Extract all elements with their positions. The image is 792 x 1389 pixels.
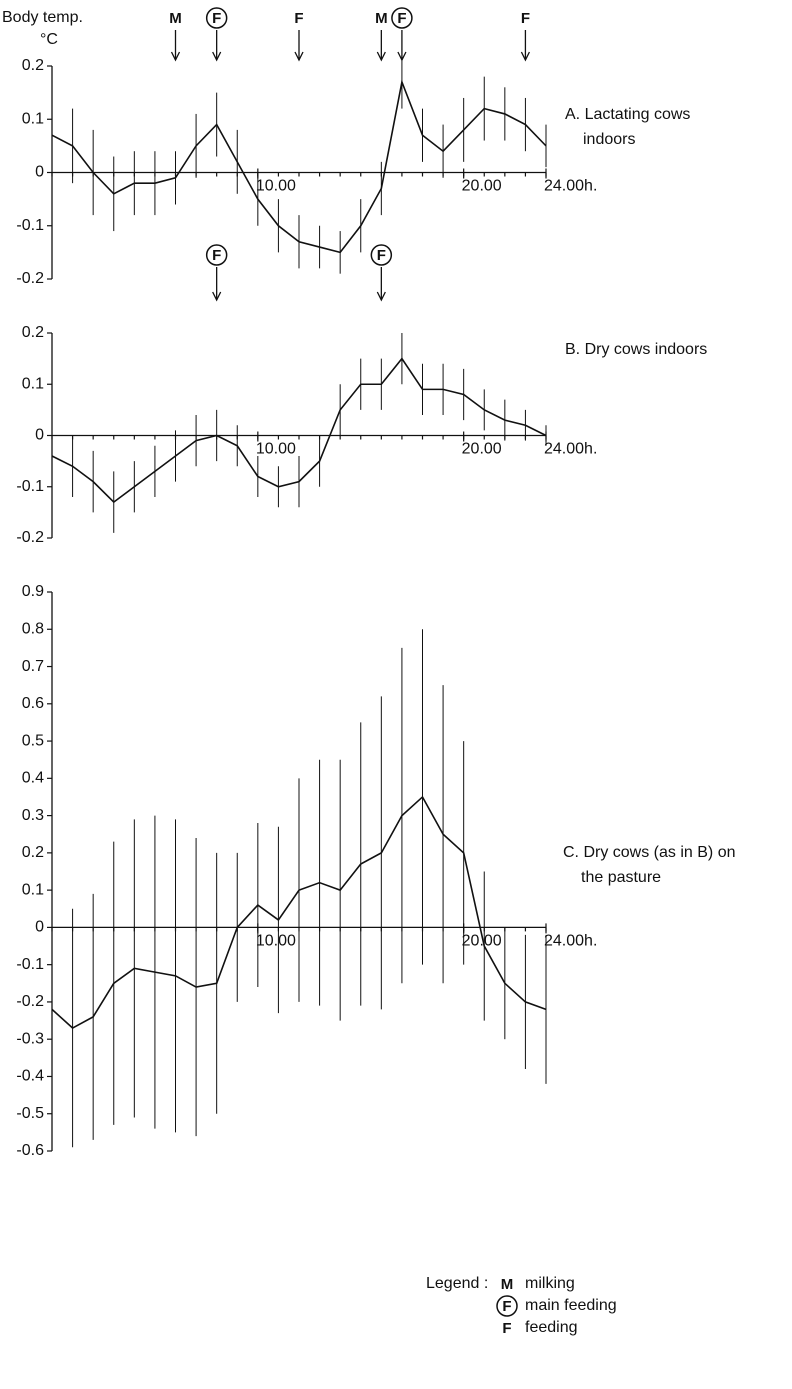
panel-label: A. Lactating cows: [565, 106, 690, 123]
event-arrowhead: [212, 51, 222, 62]
event-circle: [205, 7, 228, 29]
y-tick-label: 0.8: [22, 620, 44, 637]
y-tick-label: -0.2: [16, 270, 44, 287]
event-arrowhead: [376, 51, 386, 62]
y-tick-label: 0.3: [22, 807, 44, 824]
legend-text: feeding: [525, 1319, 578, 1336]
y-tick-label: 0: [35, 919, 44, 936]
x-tick-label: 10.00: [256, 933, 296, 950]
y-tick-label: 0.9: [22, 583, 44, 600]
panel-label: C. Dry cows (as in B) on: [563, 844, 735, 861]
data-line: [51, 357, 547, 504]
y-tick-label: 0.2: [22, 844, 44, 861]
event-circle: [496, 1295, 518, 1317]
event-symbol: M: [501, 1276, 514, 1293]
event-arrowhead: [397, 51, 407, 62]
y-tick-label: 0.1: [22, 110, 44, 127]
x-tick-label: 20.00: [462, 441, 502, 458]
event-symbol: F: [294, 10, 303, 27]
data-line: [51, 79, 547, 254]
x-tick-label: 20.00: [462, 178, 502, 195]
y-tick-label: 0.1: [22, 881, 44, 898]
y-tick-label: 0.2: [22, 324, 44, 341]
x-tick-label: 24.00h.: [544, 178, 597, 195]
y-tick-label: 0.7: [22, 658, 44, 675]
event-circle: [370, 244, 393, 266]
y-tick-label: 0.4: [22, 770, 44, 787]
y-tick-label: -0.3: [16, 1030, 44, 1047]
panel-label: indoors: [583, 131, 635, 148]
x-tick-label: 24.00h.: [544, 441, 597, 458]
panel-label: the pasture: [581, 869, 661, 886]
y-tick-label: -0.1: [16, 956, 44, 973]
legend-text: milking: [525, 1275, 575, 1292]
panel-label: B. Dry cows indoors: [565, 341, 707, 358]
y-label: Body temp.: [2, 9, 83, 26]
event-symbol: F: [397, 10, 406, 27]
y-tick-label: -0.6: [16, 1142, 44, 1159]
y-tick-label: -0.1: [16, 217, 44, 234]
event-arrowhead: [170, 51, 181, 62]
event-symbol: F: [212, 247, 221, 264]
event-arrowhead: [520, 51, 530, 62]
event-symbol: F: [212, 10, 221, 27]
event-arrowhead: [212, 291, 222, 302]
event-circle: [391, 7, 413, 29]
y-tick-label: 0.6: [22, 695, 44, 712]
event-circle: [205, 244, 228, 266]
y-tick-label: -0.4: [16, 1068, 44, 1085]
legend-text: main feeding: [525, 1297, 617, 1314]
y-tick-label: 0.5: [22, 732, 44, 749]
x-tick-label: 24.00h.: [544, 933, 597, 950]
event-symbol: M: [169, 10, 182, 27]
event-arrowhead: [294, 51, 304, 62]
y-tick-label: -0.5: [16, 1105, 44, 1122]
y-tick-label: 0: [35, 164, 44, 181]
y-tick-label: 0: [35, 427, 44, 444]
event-symbol: F: [502, 1298, 511, 1315]
y-tick-label: -0.2: [16, 529, 44, 546]
legend-title: Legend :: [426, 1275, 488, 1292]
event-arrowhead: [376, 291, 386, 302]
x-tick-label: 10.00: [256, 178, 296, 195]
event-symbol: M: [375, 10, 388, 27]
y-tick-label: -0.2: [16, 993, 44, 1010]
event-symbol: F: [377, 247, 386, 264]
y-unit: °C: [40, 31, 58, 48]
event-symbol: F: [502, 1320, 511, 1337]
y-tick-label: -0.1: [16, 478, 44, 495]
x-tick-label: 20.00: [462, 933, 502, 950]
y-tick-label: 0.2: [22, 57, 44, 74]
y-tick-label: 0.1: [22, 375, 44, 392]
event-symbol: F: [521, 10, 530, 27]
data-line: [51, 795, 547, 1029]
x-tick-label: 10.00: [256, 441, 296, 458]
